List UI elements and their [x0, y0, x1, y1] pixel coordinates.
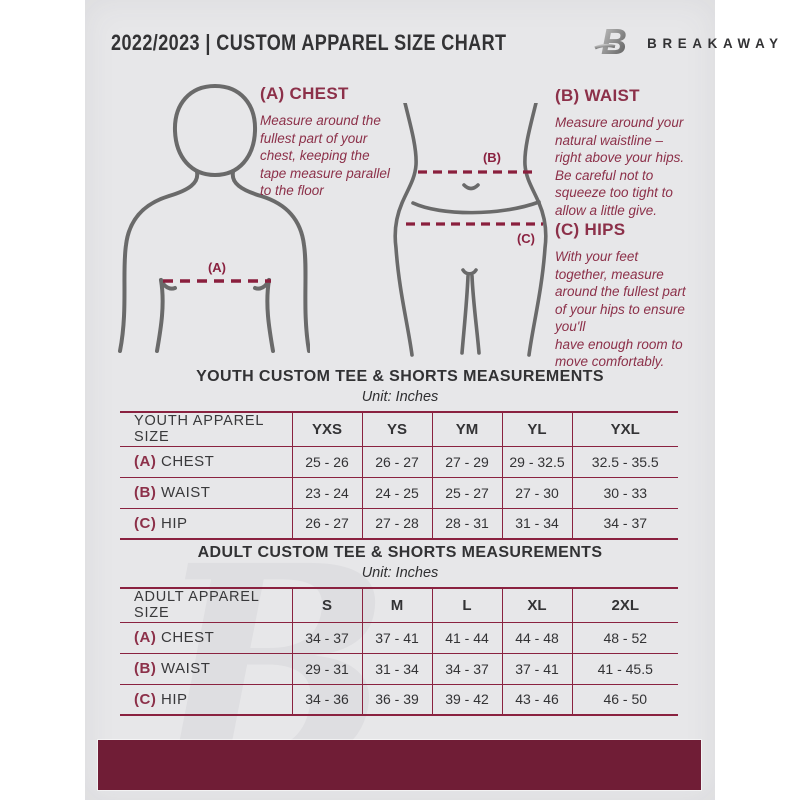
waist-guide: (B) WAIST Measure around your natural wa… [555, 86, 715, 219]
table-cell: 39 - 42 [431, 683, 502, 715]
svg-text:B: B [601, 23, 627, 62]
hips-guide-text: With your feet together, measure around … [555, 249, 686, 370]
column-header: 2XL [571, 588, 678, 622]
chest-guide-text: Measure around the fullest part of your … [260, 113, 390, 199]
adult-unit-label: Unit: Inches [361, 565, 439, 581]
adult-size-table: ADULT APPAREL SIZE S M L XL 2XL (A) CHES… [120, 587, 678, 716]
row-label: (C) HIP [120, 507, 292, 539]
waist-hip-measure-figure-icon: (B) (C) [393, 103, 548, 357]
table-cell: 24 - 25 [361, 476, 432, 508]
brand-name: BREAKAWAY [647, 35, 785, 51]
column-header: ADULT APPAREL SIZE [134, 589, 260, 622]
marker-b-label: (B) [483, 150, 501, 165]
adult-header-row: ADULT APPAREL SIZE S M L XL 2XL [120, 588, 678, 622]
column-header: S [291, 588, 362, 622]
row-label: (B) WAIST [120, 476, 292, 508]
table-cell: 27 - 29 [431, 445, 502, 477]
table-cell: 34 - 36 [291, 683, 362, 715]
table-cell: 34 - 37 [571, 507, 678, 539]
table-cell: 46 - 50 [571, 683, 678, 715]
table-cell: 25 - 26 [291, 445, 362, 477]
column-header: YXL [571, 412, 678, 446]
column-header: XL [501, 588, 572, 622]
chest-guide-heading: (A) CHEST [260, 84, 349, 103]
table-cell: 26 - 27 [361, 445, 432, 477]
hips-guide: (C) HIPS With your feet together, measur… [555, 220, 715, 371]
table-cell: 27 - 28 [361, 507, 432, 539]
table-row: (A) CHEST 25 - 26 26 - 27 27 - 29 29 - 3… [120, 445, 678, 477]
row-label: (B) WAIST [120, 652, 292, 684]
hips-guide-heading: (C) HIPS [555, 220, 626, 239]
row-label: (C) HIP [120, 683, 292, 715]
table-cell: 34 - 37 [291, 621, 362, 653]
row-label: (A) CHEST [120, 445, 292, 477]
table-cell: 27 - 30 [501, 476, 572, 508]
table-cell: 31 - 34 [361, 652, 432, 684]
waist-guide-text: Measure around your natural waistline – … [555, 115, 685, 218]
table-cell: 29 - 32.5 [501, 445, 572, 477]
column-header: YXS [291, 412, 362, 446]
table-cell: 43 - 46 [501, 683, 572, 715]
doc-header: 2022/2023 | CUSTOM APPAREL SIZE CHART B … [85, 22, 778, 64]
column-header: YM [431, 412, 502, 446]
table-row: (C) HIP 26 - 27 27 - 28 28 - 31 31 - 34 … [120, 507, 678, 539]
doc-title: 2022/2023 | CUSTOM APPAREL SIZE CHART [111, 30, 507, 55]
marker-a-label: (A) [208, 260, 226, 275]
table-cell: 34 - 37 [431, 652, 502, 684]
youth-unit-label: Unit: Inches [361, 389, 439, 405]
adult-section-title: ADULT CUSTOM TEE & SHORTS MEASUREMENTS [197, 544, 603, 561]
column-header: M [361, 588, 432, 622]
brand-lockup: B BREAKAWAY [593, 23, 784, 63]
table-row: (B) WAIST 23 - 24 24 - 25 25 - 27 27 - 3… [120, 476, 678, 508]
row-label: (A) CHEST [120, 621, 292, 653]
marker-c-label: (C) [517, 231, 535, 246]
waist-guide-heading: (B) WAIST [555, 86, 640, 105]
table-cell: 41 - 44 [431, 621, 502, 653]
table-row: (B) WAIST 29 - 31 31 - 34 34 - 37 37 - 4… [120, 652, 678, 684]
page-background: B 2022/2023 | CUSTOM APPAREL SIZE CHART … [85, 0, 778, 800]
table-cell: 36 - 39 [361, 683, 432, 715]
chest-guide: (A) CHEST Measure around the fullest par… [260, 84, 425, 200]
chest-measure-figure-icon: (A) [118, 83, 310, 353]
table-cell: 23 - 24 [291, 476, 362, 508]
column-header: L [431, 588, 502, 622]
table-cell: 31 - 34 [501, 507, 572, 539]
table-cell: 37 - 41 [361, 621, 432, 653]
column-header: YL [501, 412, 572, 446]
breakaway-logo-icon: B [594, 23, 627, 62]
youth-section-title: YOUTH CUSTOM TEE & SHORTS MEASUREMENTS [196, 368, 604, 385]
youth-header-row: YOUTH APPAREL SIZE YXS YS YM YL YXL [120, 412, 678, 446]
column-header: YOUTH APPAREL SIZE [134, 413, 264, 446]
table-cell: 30 - 33 [571, 476, 678, 508]
column-header: YS [361, 412, 432, 446]
table-row: (A) CHEST 34 - 37 37 - 41 41 - 44 44 - 4… [120, 621, 678, 653]
table-cell: 29 - 31 [291, 652, 362, 684]
table-row: (C) HIP 34 - 36 36 - 39 39 - 42 43 - 46 … [120, 683, 678, 715]
table-cell: 48 - 52 [571, 621, 678, 653]
table-cell: 28 - 31 [431, 507, 502, 539]
table-cell: 44 - 48 [501, 621, 572, 653]
youth-size-table: YOUTH APPAREL SIZE YXS YS YM YL YXL (A) … [120, 411, 678, 540]
table-cell: 25 - 27 [431, 476, 502, 508]
table-cell: 41 - 45.5 [571, 652, 678, 684]
table-cell: 32.5 - 35.5 [571, 445, 678, 477]
footer-bar [98, 740, 701, 790]
table-cell: 26 - 27 [291, 507, 362, 539]
table-cell: 37 - 41 [501, 652, 572, 684]
